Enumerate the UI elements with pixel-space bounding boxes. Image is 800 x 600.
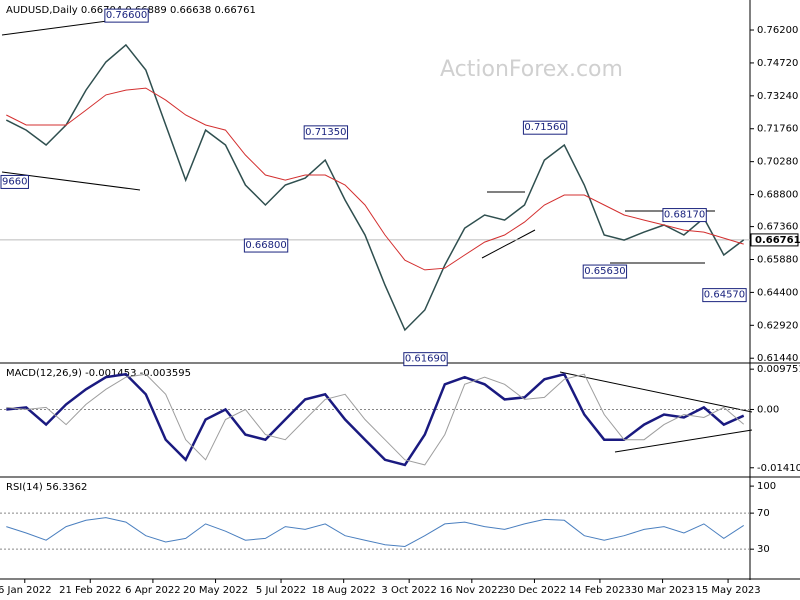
series-line [6, 87, 744, 271]
x-tick-label: 16 Nov 2022 [440, 585, 504, 596]
series-line [5, 43, 745, 332]
trendline [559, 371, 753, 413]
y-tick-label: 0.61440 [757, 353, 798, 364]
annotation-label: 0.64570 [704, 290, 745, 301]
series-line [6, 517, 744, 548]
y-tick-label: 0.64400 [757, 287, 798, 298]
y-tick-label: 0.009751 [757, 364, 800, 375]
annotation-label: 0.68170 [664, 210, 705, 221]
y-tick-label: 0.68800 [757, 190, 798, 201]
annotation-label: 0.71350 [305, 127, 346, 138]
y-tick-label: 100 [757, 481, 776, 492]
annotation-label: 0.71560 [524, 122, 565, 133]
trendline [481, 229, 536, 259]
watermark: ActionForex.com [440, 57, 623, 82]
y-tick-label: 0.70280 [757, 157, 798, 168]
x-tick-label: 15 May 2023 [695, 585, 760, 596]
annotation-box [243, 238, 289, 253]
annotation-box [303, 125, 349, 140]
annotation-box [0, 174, 29, 189]
annotation-box [582, 264, 628, 279]
annotation-box [662, 208, 707, 223]
trendline [614, 429, 753, 453]
y-tick-label: 0.71760 [757, 124, 798, 135]
y-tick-label: 30 [757, 544, 770, 555]
annotation-label: 0.61690 [405, 354, 446, 365]
x-tick-label: 30 Dec 2022 [503, 585, 567, 596]
y-tick-label: 0.76200 [757, 25, 798, 36]
annotation-box [522, 120, 568, 135]
series-line [6, 372, 745, 467]
x-tick-label: 6 Jan 2022 [0, 585, 52, 596]
x-tick-label: 6 Apr 2022 [125, 585, 180, 596]
x-tick-label: 30 Mar 2023 [631, 585, 694, 596]
x-tick-label: 14 Feb 2023 [569, 585, 631, 596]
rsi-title: RSI(14) 56.3362 [6, 482, 87, 493]
last-price-label: 0.66761 [755, 235, 800, 246]
y-tick-label: 0.67360 [757, 222, 798, 233]
y-tick-label: 0.74720 [757, 58, 798, 69]
x-tick-label: 21 Feb 2022 [59, 585, 121, 596]
y-tick-label: 0.00 [757, 404, 779, 415]
macd-title: MACD(12,26,9) -0.001453 -0.003595 [6, 368, 191, 379]
annotation-label: 9660 [2, 176, 27, 187]
last-price-box [750, 233, 799, 247]
annotation-label: 0.66800 [245, 240, 286, 251]
annotation-box [403, 352, 448, 367]
y-tick-label: 70 [757, 508, 770, 519]
y-tick-label: 0.73240 [757, 91, 798, 102]
annotation-box [104, 8, 149, 23]
series-line [6, 373, 745, 466]
x-tick-label: 5 Jul 2022 [256, 585, 306, 596]
y-tick-label: -0.014107 [757, 463, 800, 474]
annotation-box [702, 288, 747, 303]
x-tick-label: 20 May 2022 [183, 585, 248, 596]
x-tick-label: 18 Aug 2022 [312, 585, 376, 596]
annotation-label: 0.76600 [106, 10, 147, 21]
y-tick-label: 0.65880 [757, 254, 798, 265]
x-tick-label: 3 Oct 2022 [381, 585, 436, 596]
y-tick-label: 0.62920 [757, 320, 798, 331]
annotation-label: 0.65630 [584, 266, 625, 277]
